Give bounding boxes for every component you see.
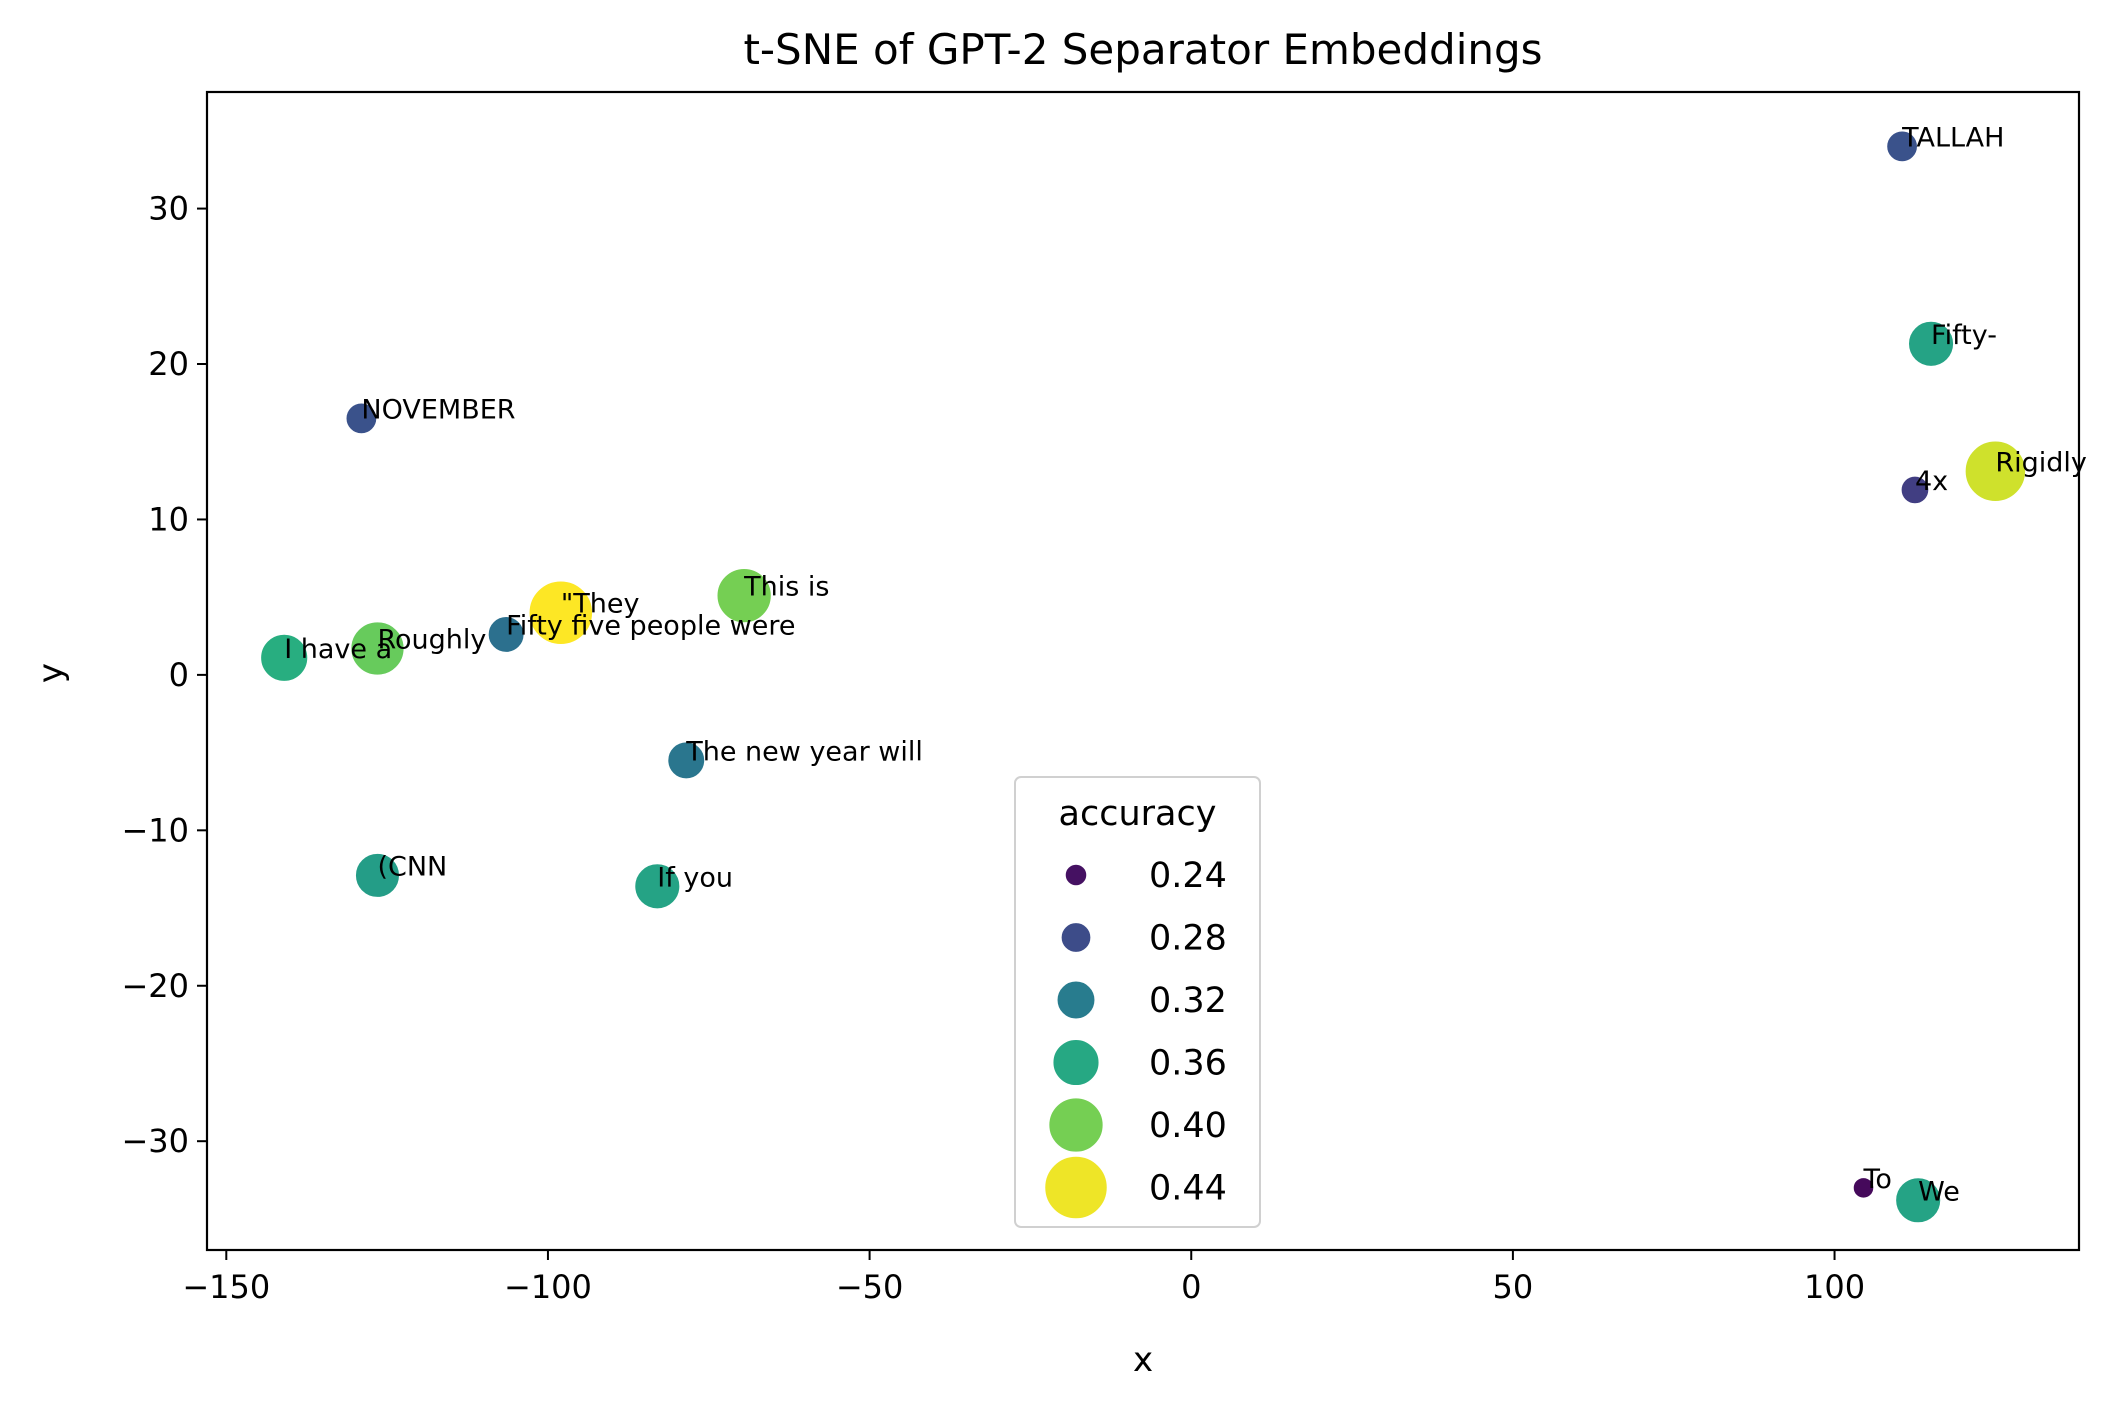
point-label: Fifty five people were [506,610,795,641]
scatter-point [345,402,378,435]
scatter-point [1964,440,2027,503]
scatter-point [487,615,526,654]
legend-marker [1043,1155,1109,1220]
x-tick-label: 0 [1181,1268,1201,1306]
x-tick-label: −100 [504,1268,592,1306]
point-label: To [1862,1164,1891,1195]
x-tick-label: 100 [1804,1268,1865,1306]
scatter-point [716,567,773,624]
legend-marker [1051,1038,1101,1087]
x-tick-label: −50 [836,1268,904,1306]
point-label: "They [561,589,640,620]
point-label: Rigidly [1995,447,2087,478]
legend-label: 0.44 [1149,1169,1227,1209]
y-tick-label: −10 [121,811,189,849]
x-tick-label: 50 [1493,1268,1534,1306]
legend: accuracy 0.24 0.28 0.32 0.36 0.40 0.44 [1014,776,1261,1228]
scatter-point [349,620,406,677]
legend-label: 0.40 [1149,1106,1227,1146]
point-label: TALLAH [1901,122,2004,153]
plot-frame [205,90,2081,1252]
legend-title: accuracy [1059,794,1217,834]
point-label: This is [743,572,829,603]
y-tick-label: 0 [169,656,189,694]
x-axis: −150 −100 −50 0 50 100 [182,1250,1865,1306]
point-label: The new year will [685,736,923,767]
scatter-point [354,852,401,899]
y-tick-label: −20 [121,967,189,1005]
point-label: (CNN [377,851,447,882]
legend-label: 0.32 [1149,981,1227,1021]
scatter-point [259,633,309,683]
y-tick-label: 20 [148,345,189,383]
point-label: We [1918,1176,1960,1207]
chart-title: t-SNE of GPT-2 Separator Embeddings [743,25,1542,74]
y-tick-label: −30 [121,1122,189,1160]
point-label: I have a [284,634,392,665]
scatter-point [1885,130,1919,163]
scatter-point [1900,475,1930,505]
scatter-point [1894,1176,1942,1224]
scatter-point [1907,320,1955,368]
y-axis: −30 −20 −10 0 10 20 30 [121,190,207,1160]
legend-label: 0.28 [1149,919,1227,959]
scatter-point [1852,1176,1875,1200]
legend-label: 0.36 [1149,1044,1227,1084]
y-axis-title: y [31,663,71,683]
x-axis-title: x [1133,1340,1153,1380]
legend-marker [1047,1096,1105,1154]
legend-marker [1056,980,1096,1020]
y-tick-label: 30 [148,190,189,228]
point-label: NOVEMBER [361,394,515,425]
x-tick-label: −150 [182,1268,270,1306]
scatter-point [633,862,681,910]
legend-marker [1060,921,1092,954]
point-label: If you [657,862,733,893]
legend-label: 0.24 [1149,856,1227,896]
point-label: Fifty- [1931,320,1997,351]
point-labels-layer: TALLAH Fifty- NOVEMBER Rigidly 4x This is "The… [284,122,2087,1207]
point-label: 4x [1915,466,1948,497]
points-layer [259,130,2027,1224]
legend-marker [1064,863,1088,887]
y-tick-label: 10 [148,500,189,538]
point-label: Roughly [377,624,486,655]
scatter-point [528,579,594,646]
scatter-point [666,740,706,780]
